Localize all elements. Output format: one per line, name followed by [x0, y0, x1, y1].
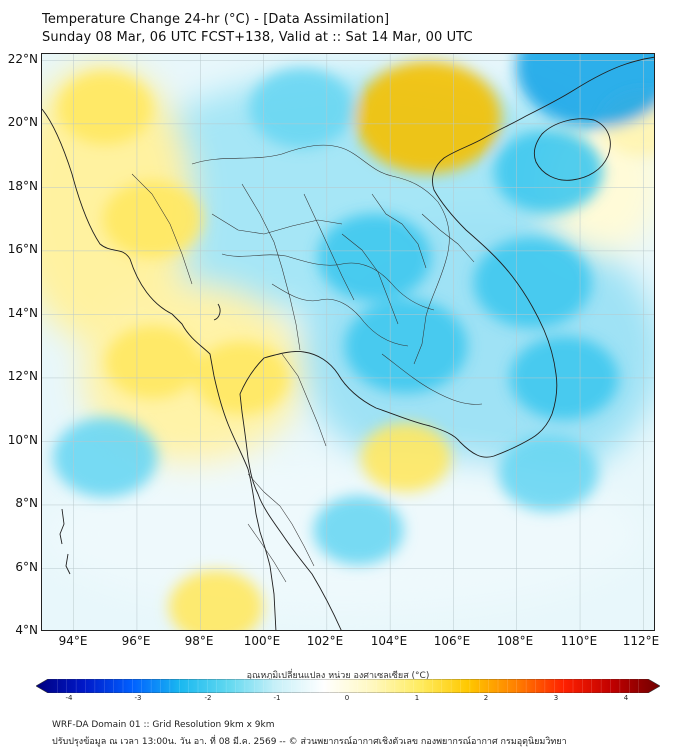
lat-tick-label: 4°N [15, 623, 38, 637]
lon-tick-label: 96°E [121, 634, 151, 648]
lon-tick-label: 100°E [243, 634, 281, 648]
border [341, 233, 399, 325]
colorbar-tick: -4 [65, 694, 73, 702]
border [281, 353, 327, 447]
border [271, 283, 409, 347]
cold-anomaly [249, 67, 354, 148]
coastlines [42, 56, 654, 630]
temperature-anomalies [53, 54, 654, 630]
colorbar-tick: -1 [273, 694, 281, 702]
lon-tick-label: 110°E [560, 634, 598, 648]
lon-tick-label: 104°E [370, 634, 408, 648]
cold-anomaly [494, 129, 603, 214]
warm-anomaly [57, 71, 153, 145]
colorbar-tick: -3 [134, 694, 142, 702]
border [371, 193, 427, 269]
warm-anomaly [168, 570, 264, 630]
cold-anomaly [515, 54, 654, 129]
colorbar-title: อุณหภูมิเปลี่ยนแปลง หน่วย องศาเซลเซียส (… [246, 671, 430, 681]
cold-anomaly [344, 298, 468, 394]
lon-tick-label: 108°E [496, 634, 534, 648]
map-canvas[interactable] [42, 54, 655, 631]
warm-anomaly [103, 180, 203, 258]
lon-tick-label: 98°E [184, 634, 214, 648]
warm-anomaly [355, 61, 502, 174]
coastline-andaman-islands [59, 508, 71, 575]
map-panel[interactable] [41, 53, 655, 631]
lat-tick-label: 20°N [7, 115, 38, 129]
warm-anomaly [360, 422, 451, 492]
lat-tick-label: 12°N [7, 369, 38, 383]
lon-tick-label: 94°E [58, 634, 88, 648]
colorbar [36, 679, 660, 693]
border [241, 183, 301, 351]
coastline-hainan [533, 118, 611, 181]
border [421, 213, 475, 263]
map-title: Temperature Change 24-hr (°C) - [Data As… [42, 12, 390, 27]
colorbar-bar [36, 679, 660, 693]
cold-anomaly [498, 435, 599, 512]
map-subtitle: Sunday 08 Mar, 06 UTC FCST+138, Valid at… [42, 30, 473, 45]
coastline-mainland [42, 108, 277, 630]
admin-borders [131, 144, 483, 583]
colorbar-tick: 3 [553, 694, 559, 702]
border [247, 473, 315, 567]
colorbar-separators [57, 679, 639, 693]
lat-lon-grid [42, 54, 654, 630]
lat-tick-label: 10°N [7, 433, 38, 447]
border [211, 213, 343, 235]
lon-tick-label: 106°E [433, 634, 471, 648]
colorbar-tick: 2 [483, 694, 489, 702]
border [191, 144, 450, 365]
border [247, 523, 287, 583]
lat-tick-label: 22°N [7, 52, 38, 66]
border [303, 193, 355, 301]
lat-tick-label: 6°N [15, 560, 38, 574]
border [381, 353, 483, 405]
colorbar-tick: 1 [414, 694, 420, 702]
coastline-gulf-of-thailand [239, 56, 654, 630]
coastline-small-island [213, 303, 221, 321]
footer-model-info: WRF-DA Domain 01 :: Grid Resolution 9km … [52, 720, 275, 730]
border [131, 173, 193, 285]
footer-credits: ปรับปรุงข้อมูล ณ เวลา 13:00น. วัน อา. ที… [52, 737, 567, 747]
lon-tick-label: 112°E [622, 634, 660, 648]
cold-anomaly [317, 213, 431, 301]
lat-tick-label: 18°N [7, 179, 38, 193]
colorbar-tick: 0 [344, 694, 350, 702]
cold-anomaly [53, 417, 158, 498]
lat-tick-label: 8°N [15, 496, 38, 510]
cold-anomaly [473, 237, 592, 329]
lat-tick-label: 16°N [7, 242, 38, 256]
cold-anomaly [313, 495, 404, 565]
lat-tick-label: 14°N [7, 306, 38, 320]
border [221, 253, 435, 311]
warm-anomaly [105, 325, 201, 399]
lon-tick-label: 102°E [306, 634, 344, 648]
colorbar-tick: 4 [623, 694, 629, 702]
colorbar-tick: -2 [204, 694, 212, 702]
